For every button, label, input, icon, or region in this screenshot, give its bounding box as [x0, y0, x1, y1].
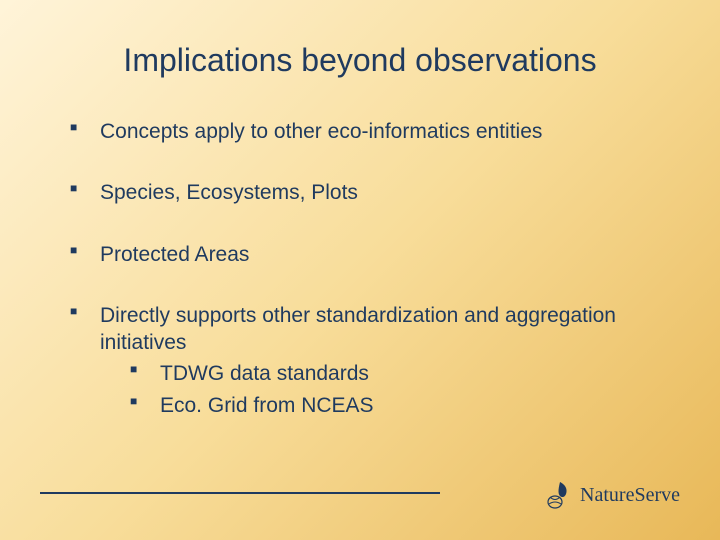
bullet-text: Concepts apply to other eco-informatics … [100, 120, 542, 143]
bullet-list: Concepts apply to other eco-informatics … [70, 118, 650, 419]
footer-rule [40, 492, 440, 494]
logo: NatureServe [546, 480, 680, 510]
list-item: Species, Ecosystems, Plots [70, 179, 650, 206]
slide-title: Implications beyond observations [0, 42, 720, 79]
bullet-text: Eco. Grid from NCEAS [160, 394, 374, 417]
list-item: Eco. Grid from NCEAS [130, 392, 650, 419]
bullet-text: TDWG data standards [160, 362, 369, 385]
bullet-text: Directly supports other standardization … [100, 304, 616, 354]
logo-text: NatureServe [580, 484, 680, 507]
bullet-text: Protected Areas [100, 243, 249, 266]
list-item: Protected Areas [70, 241, 650, 268]
list-item: TDWG data standards [130, 360, 650, 387]
slide-footer: NatureServe [40, 492, 680, 500]
bullet-text: Species, Ecosystems, Plots [100, 181, 358, 204]
slide: Implications beyond observations Concept… [0, 0, 720, 540]
list-item: Concepts apply to other eco-informatics … [70, 118, 650, 145]
leaf-globe-icon [546, 480, 574, 510]
slide-body: Concepts apply to other eco-informatics … [70, 118, 650, 453]
list-item: Directly supports other standardization … [70, 302, 650, 419]
sub-bullet-list: TDWG data standards Eco. Grid from NCEAS [100, 360, 650, 419]
